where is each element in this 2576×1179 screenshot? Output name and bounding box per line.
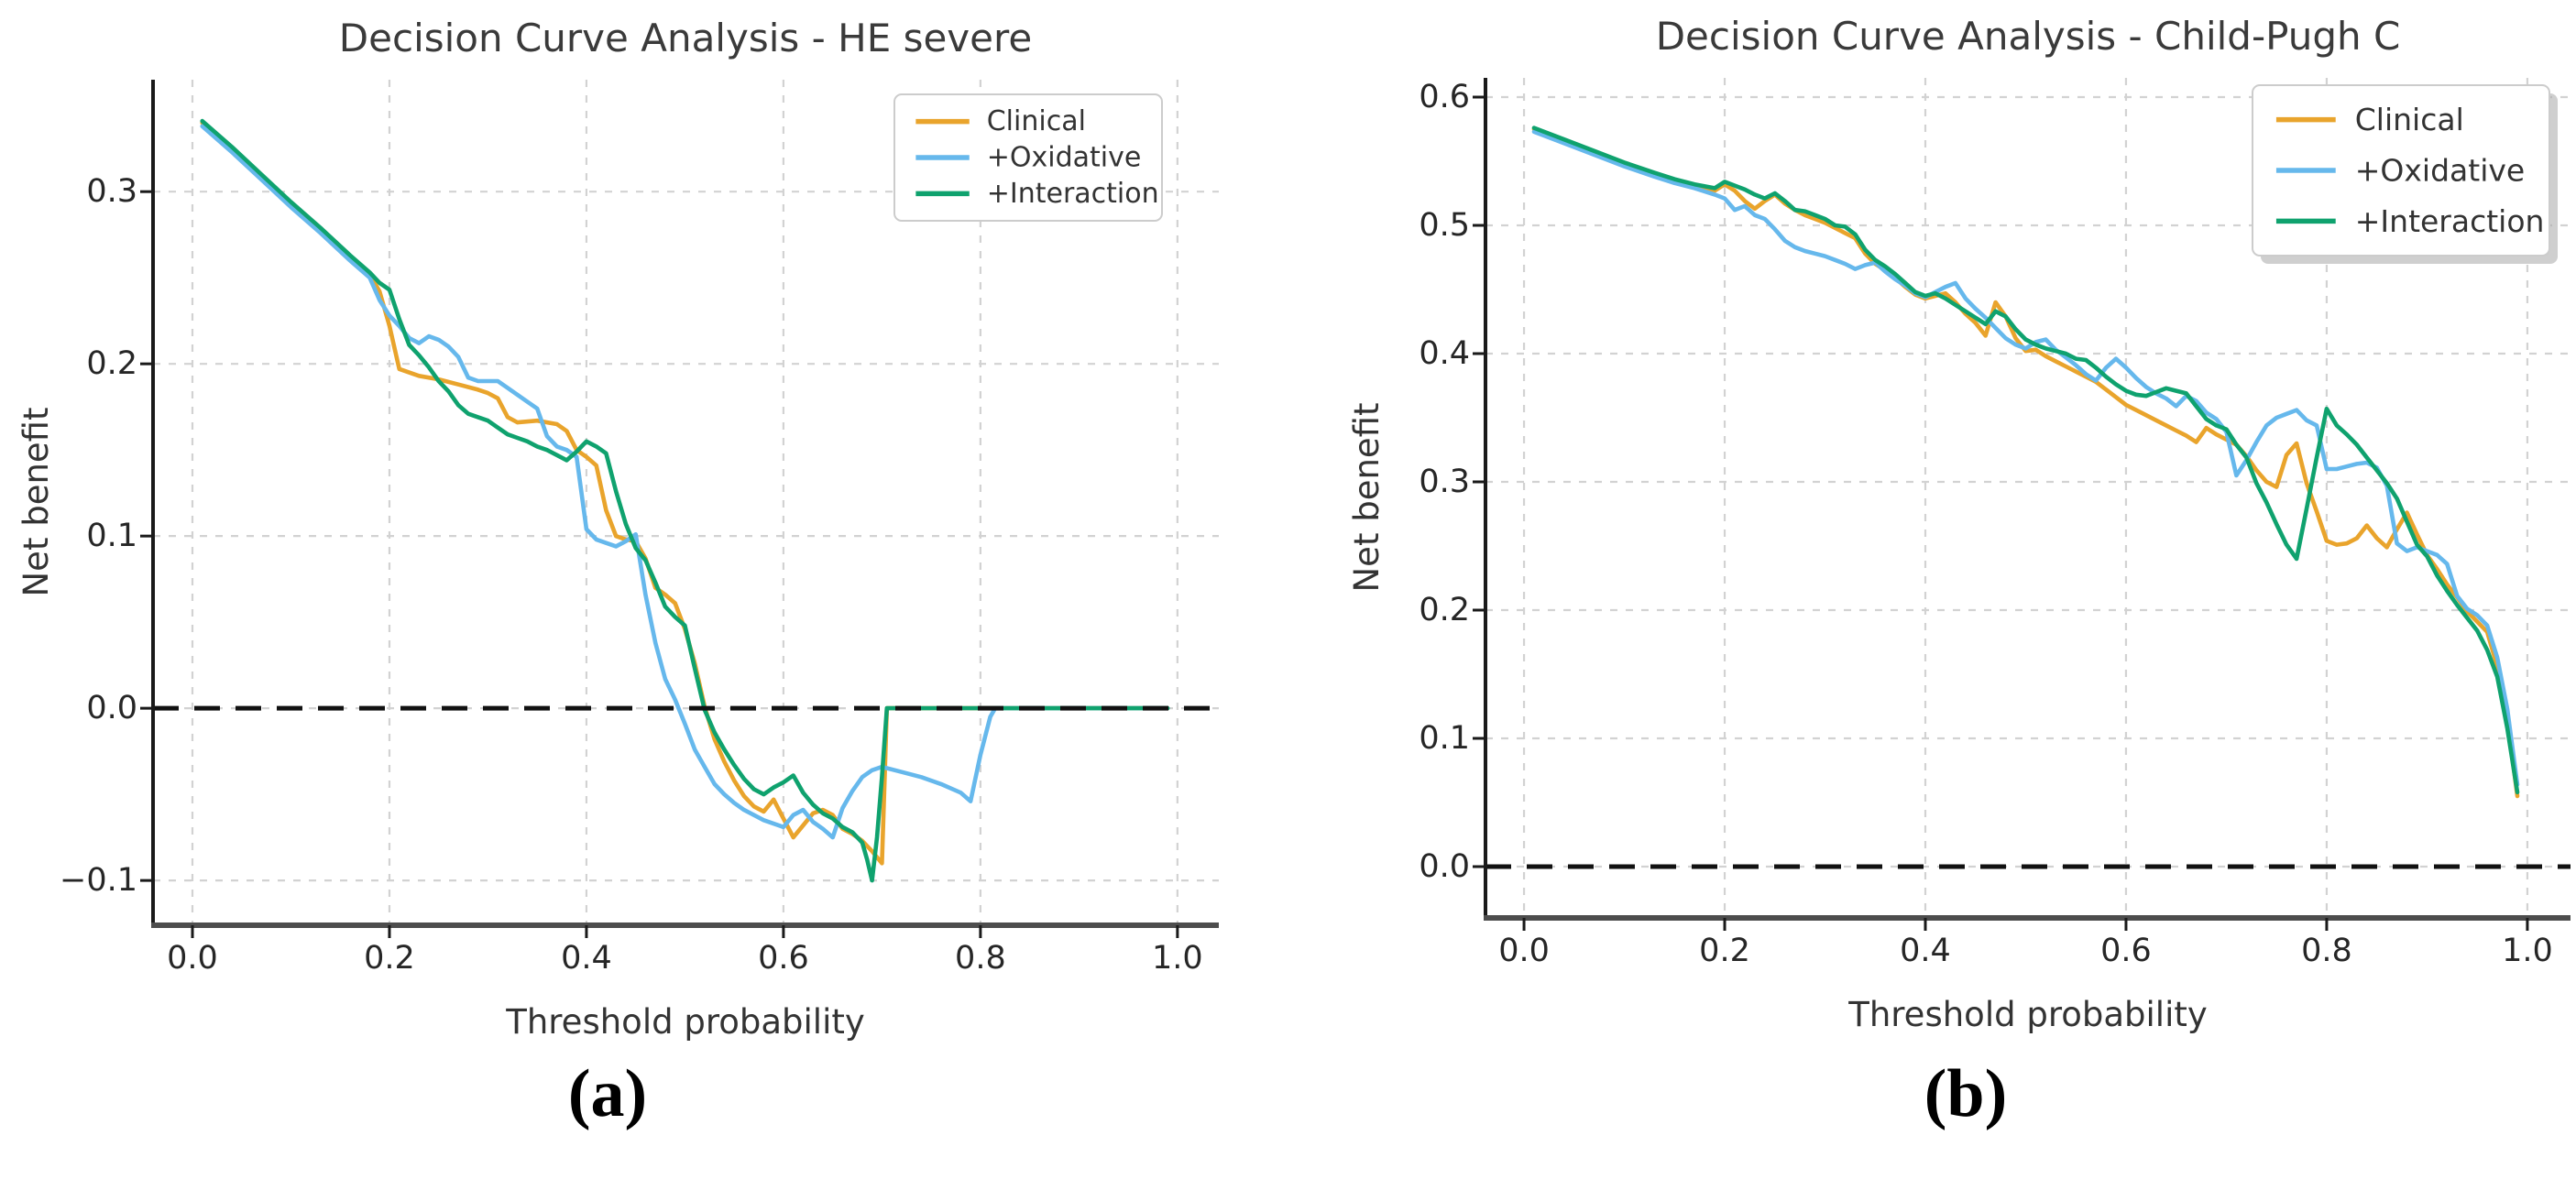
y-tick-label: 0.1 <box>86 518 137 554</box>
legend-label-interaction: +Interaction <box>987 178 1159 210</box>
x-tick-label: 0.2 <box>364 940 415 977</box>
x-tick-label: 0.4 <box>561 940 612 977</box>
legend-label-oxidative: +Oxidative <box>987 142 1142 174</box>
x-tick-label: 0.8 <box>955 940 1006 977</box>
x-axis-label: Threshold probability <box>1847 995 2208 1034</box>
y-tick-label: 0.6 <box>1419 79 1470 115</box>
series-line-clinical <box>200 120 1170 866</box>
x-tick-label: 0.4 <box>1900 933 1951 969</box>
y-axis-label: Net benefit <box>1347 403 1387 593</box>
x-tick-label: 0.6 <box>758 940 809 977</box>
y-tick-label: 0.0 <box>1419 848 1470 885</box>
y-axis-label: Net benefit <box>16 408 56 597</box>
chart-title: Decision Curve Analysis - HE severe <box>339 16 1032 60</box>
panel-b: 0.0 0.2 0.4 0.6 0.8 1.0 0.0 0.1 0.2 0.3 0.4 0.5 0.6 D… <box>1347 14 2571 1034</box>
x-tick-label: 1.0 <box>1152 940 1203 977</box>
panel-a: 0.0 0.2 0.4 0.6 0.8 1.0 −0.1 0.0 0.1 0.2 0.3 Decisi… <box>16 16 1219 1042</box>
legend-label-oxidative: +Oxidative <box>2355 153 2525 189</box>
y-tick-label: 0.3 <box>1419 464 1470 500</box>
y-tick-label: 0.0 <box>86 690 137 726</box>
legend-label-interaction: +Interaction <box>2355 203 2545 239</box>
series-line-plus-interaction <box>200 118 1170 883</box>
caption-a: (a) <box>567 1056 648 1131</box>
x-tick-label: 0.2 <box>1699 933 1750 969</box>
y-tick-label: 0.5 <box>1419 207 1470 244</box>
legend-box <box>2252 84 2550 257</box>
x-tick-label: 0.6 <box>2100 933 2152 969</box>
x-axis-label: Threshold probability <box>505 1002 865 1042</box>
x-tick-label: 1.0 <box>2502 933 2553 969</box>
y-tick-label: 0.3 <box>86 173 137 210</box>
y-tick-label: 0.2 <box>86 345 137 382</box>
series-line-plus-oxidative <box>200 124 1170 840</box>
y-tick-label: 0.1 <box>1419 720 1470 757</box>
legend-label-clinical: Clinical <box>987 105 1086 137</box>
y-tick-label: 0.4 <box>1419 335 1470 372</box>
y-tick-label: −0.1 <box>60 862 137 899</box>
series-line-plus-interaction <box>1531 126 2520 795</box>
legend-box <box>893 93 1163 222</box>
x-tick-label: 0.0 <box>1498 933 1550 969</box>
caption-b: (b) <box>1924 1056 2008 1131</box>
y-tick-label: 0.2 <box>1419 592 1470 628</box>
x-tick-label: 0.0 <box>167 940 218 977</box>
chart-title: Decision Curve Analysis - Child-Pugh C <box>1656 14 2401 59</box>
x-tick-label: 0.8 <box>2301 933 2352 969</box>
legend-label-clinical: Clinical <box>2355 102 2464 137</box>
